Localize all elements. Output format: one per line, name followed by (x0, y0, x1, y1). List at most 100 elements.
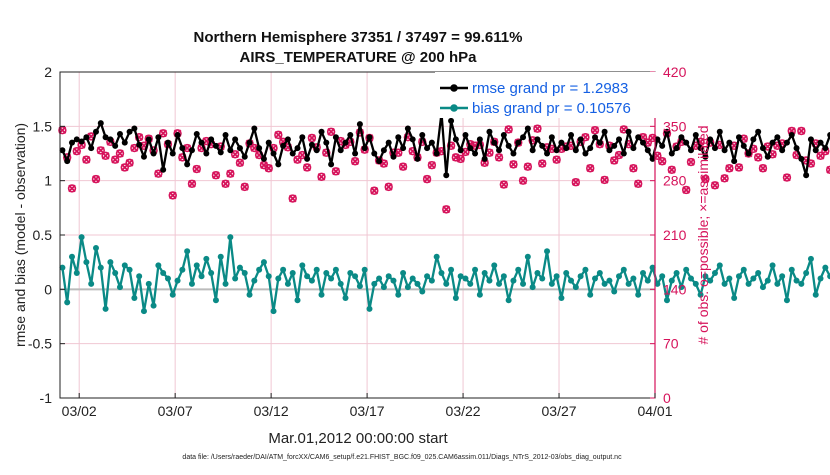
bias-point (616, 273, 623, 280)
obs-possible-marker (816, 151, 825, 161)
legend-box (435, 72, 657, 118)
bias-point (150, 302, 157, 309)
rmse-point (481, 155, 488, 162)
rmse-point (443, 172, 450, 179)
obs-assimilated-marker (725, 164, 734, 173)
bias-point (587, 291, 594, 298)
rmse-point (260, 155, 267, 162)
bias-point (707, 277, 714, 284)
bias-point (174, 277, 181, 284)
obs-assimilated-marker (586, 164, 595, 173)
obs-assimilated-marker (226, 169, 235, 178)
rmse-point (663, 128, 670, 135)
rmse-point (140, 153, 147, 160)
bias-point (251, 277, 258, 284)
bias-point (692, 280, 699, 287)
obs-assimilated-marker (759, 164, 767, 173)
rmse-point (649, 155, 656, 162)
bias-point (716, 262, 723, 269)
rmse-point (184, 161, 191, 168)
rmse-point (102, 134, 109, 141)
rmse-point (208, 136, 215, 143)
bias-point (491, 262, 498, 269)
obs-possible-marker (130, 143, 139, 153)
bias-point (102, 305, 109, 312)
rmse-point (376, 158, 383, 165)
bias-point (812, 291, 819, 298)
bias-point (179, 266, 186, 273)
rmse-point (289, 150, 296, 157)
bias-point (572, 284, 579, 291)
bias-point (116, 284, 123, 291)
obs-possible-marker (101, 151, 110, 161)
bias-point (668, 277, 675, 284)
bias-point (620, 266, 627, 273)
rmse-point (630, 145, 637, 152)
y-left-tick-label: -0.5 (28, 336, 52, 352)
obs-assimilated-marker (826, 165, 830, 174)
bias-point (788, 266, 795, 273)
rmse-point (510, 150, 517, 157)
obs-possible-marker (509, 160, 518, 169)
rmse-point (136, 141, 143, 148)
obs-possible-marker (610, 156, 619, 165)
rmse-point (500, 132, 507, 139)
bias-point (366, 305, 373, 312)
rmse-point (769, 139, 776, 146)
rmse-point (83, 134, 90, 141)
obs-possible-marker (499, 180, 509, 189)
rmse-point (659, 142, 666, 149)
legend-bias-marker (450, 104, 458, 112)
bias-point (448, 266, 455, 273)
bias-point (476, 291, 483, 298)
rmse-point (246, 139, 253, 146)
obs-possible-marker (600, 175, 609, 185)
bias-point (472, 266, 479, 273)
bias-point (126, 266, 133, 273)
bias-point (222, 280, 229, 287)
rmse-point (241, 153, 248, 160)
rmse-point (227, 147, 234, 154)
obs-assimilated-marker (533, 124, 542, 133)
rmse-point (553, 147, 560, 154)
bias-point (342, 295, 349, 302)
x-tick-label: 03/02 (62, 403, 97, 419)
obs-assimilated-marker (629, 164, 638, 173)
rmse-point (217, 149, 224, 156)
obs-possible-marker (571, 178, 581, 187)
bias-point (644, 277, 651, 284)
obs-possible-marker (758, 164, 768, 173)
bias-point (265, 273, 272, 280)
bias-point (702, 273, 709, 280)
obs-assimilated-marker (168, 191, 177, 200)
bias-point (515, 266, 522, 273)
rmse-point (539, 142, 546, 149)
y-left-tick-label: 1 (44, 173, 52, 189)
bias-point (577, 273, 584, 280)
obs-possible-marker (230, 150, 240, 159)
rmse-point (529, 147, 536, 154)
bias-point (635, 291, 642, 298)
obs-assimilated-marker (519, 176, 527, 185)
obs-assimilated-marker (552, 155, 561, 164)
bias-point (683, 266, 690, 273)
legend-bias-label: bias grand pr = 0.10576 (472, 100, 631, 117)
y-right-tick-label: 140 (663, 281, 687, 297)
bias-point (337, 280, 344, 287)
bias-point (793, 277, 800, 284)
bias-point (452, 295, 459, 302)
obs-possible-marker (288, 194, 297, 203)
rmse-point (188, 147, 195, 154)
obs-possible-marker (753, 153, 763, 162)
rmse-point (544, 150, 551, 157)
bias-point (419, 288, 426, 295)
bias-point (131, 295, 138, 302)
y-axis-left-label: rmse and bias (model - observation) (12, 123, 28, 347)
chart-title: Northern Hemisphere 37351 / 37497 = 99.6… (194, 29, 523, 46)
rmse-point (721, 147, 728, 154)
rmse-point (347, 132, 354, 139)
rmse-point (668, 150, 675, 157)
bias-point (400, 270, 407, 277)
rmse-point (616, 136, 623, 143)
